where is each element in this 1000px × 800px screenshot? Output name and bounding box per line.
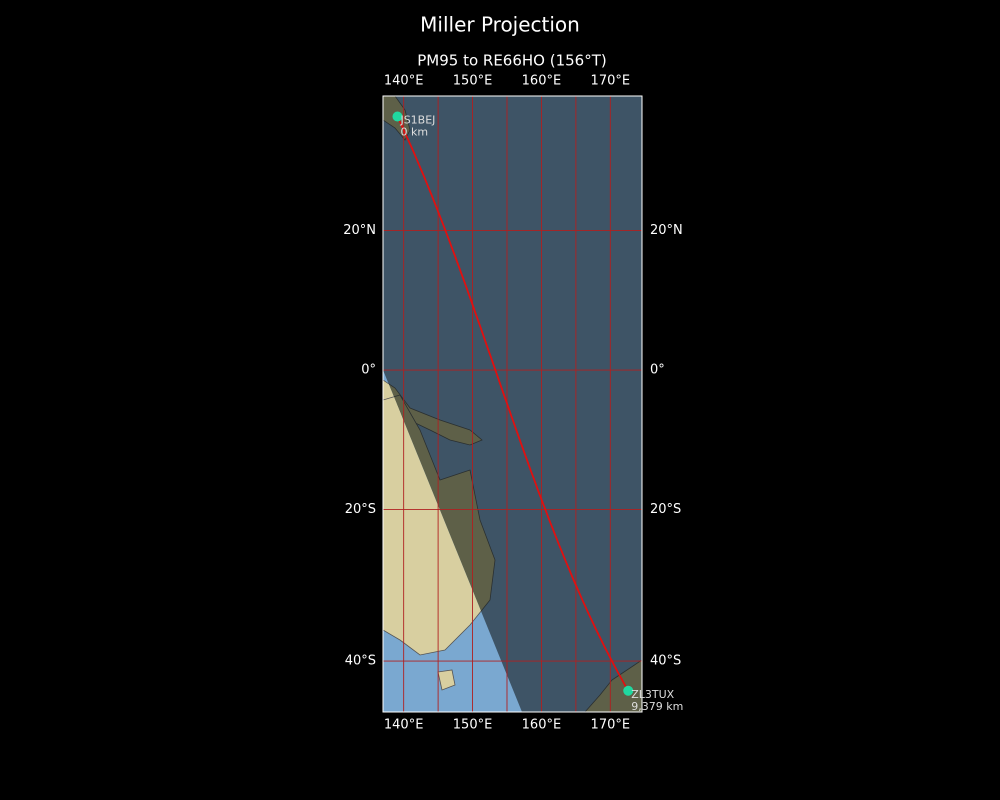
basemap bbox=[383, 96, 642, 712]
map-frame bbox=[382, 95, 643, 713]
station-distance: 0 km bbox=[400, 126, 428, 139]
lon-tick-label: 160°E bbox=[522, 718, 562, 733]
lat-tick-label: 20°N bbox=[343, 223, 376, 238]
lat-tick-label: 40°S bbox=[345, 654, 376, 669]
lon-tick-label: 150°E bbox=[453, 74, 493, 89]
lon-tick-label: 150°E bbox=[453, 718, 493, 733]
overlay: 20°N 20°N 0° 0° 20°S 20°S 40°S 40°S 140°E 140°E 15… bbox=[343, 74, 683, 733]
great-circle-path bbox=[396, 116, 629, 692]
lat-tick-label: 20°S bbox=[345, 502, 376, 517]
subtitle: PM95 to RE66HO (156°T) bbox=[417, 52, 607, 70]
station-name: ZL3TUX bbox=[631, 688, 674, 701]
lat-tick-label: 0° bbox=[650, 363, 665, 378]
lon-tick-label: 160°E bbox=[522, 74, 562, 89]
lon-tick-label: 170°E bbox=[591, 718, 631, 733]
station-distance: 9,379 km bbox=[631, 700, 683, 713]
title: Miller Projection bbox=[420, 13, 580, 37]
lat-tick-label: 20°N bbox=[650, 223, 683, 238]
lon-tick-label: 140°E bbox=[384, 718, 424, 733]
lon-tick-label: 170°E bbox=[591, 74, 631, 89]
station-marker bbox=[623, 685, 634, 696]
lat-tick-label: 40°S bbox=[650, 654, 681, 669]
lat-tick-label: 20°S bbox=[650, 502, 681, 517]
lat-tick-label: 0° bbox=[361, 363, 376, 378]
station-name: JS1BEJ bbox=[399, 114, 435, 127]
lon-tick-label: 140°E bbox=[384, 74, 424, 89]
station-marker bbox=[392, 111, 403, 122]
